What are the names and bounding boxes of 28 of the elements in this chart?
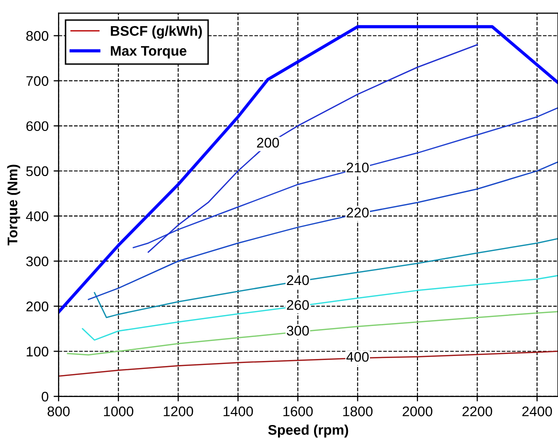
y-tick-label: 0 bbox=[42, 392, 48, 402]
y-tick-label: 600 bbox=[26, 121, 48, 132]
y-tick-label: 800 bbox=[26, 31, 48, 41]
x-tick-label: 1200 bbox=[164, 406, 194, 416]
y-tick-label: 400 bbox=[26, 211, 48, 222]
x-tick-label: 2400 bbox=[522, 406, 552, 416]
y-axis-title: Torque (Nm) bbox=[7, 164, 20, 246]
x-tick-label: 800 bbox=[48, 406, 70, 416]
legend-title: BSCF (g/kWh) bbox=[110, 26, 202, 39]
y-tick-label: 300 bbox=[26, 256, 48, 266]
x-tick-label: 1800 bbox=[343, 406, 373, 416]
x-tick-label: 2200 bbox=[462, 406, 492, 416]
line-series bbox=[58, 25, 558, 314]
x-tick-label: 1600 bbox=[283, 406, 313, 416]
line-series bbox=[82, 274, 558, 341]
y-tick-label: 200 bbox=[26, 302, 48, 312]
line-series bbox=[88, 161, 558, 300]
x-tick-label: 2000 bbox=[402, 406, 432, 416]
x-axis-title: Speed (rpm) bbox=[268, 424, 348, 438]
line-series bbox=[94, 238, 558, 318]
line-series bbox=[58, 350, 558, 377]
y-tick-label: 500 bbox=[26, 166, 48, 176]
x-tick-label: 1000 bbox=[104, 406, 134, 416]
legend-label: Max Torque bbox=[110, 46, 186, 59]
x-tick-label: 1400 bbox=[224, 406, 253, 416]
y-tick-label: 100 bbox=[26, 346, 48, 356]
line-series bbox=[132, 107, 558, 248]
y-tick-label: 700 bbox=[26, 76, 48, 86]
